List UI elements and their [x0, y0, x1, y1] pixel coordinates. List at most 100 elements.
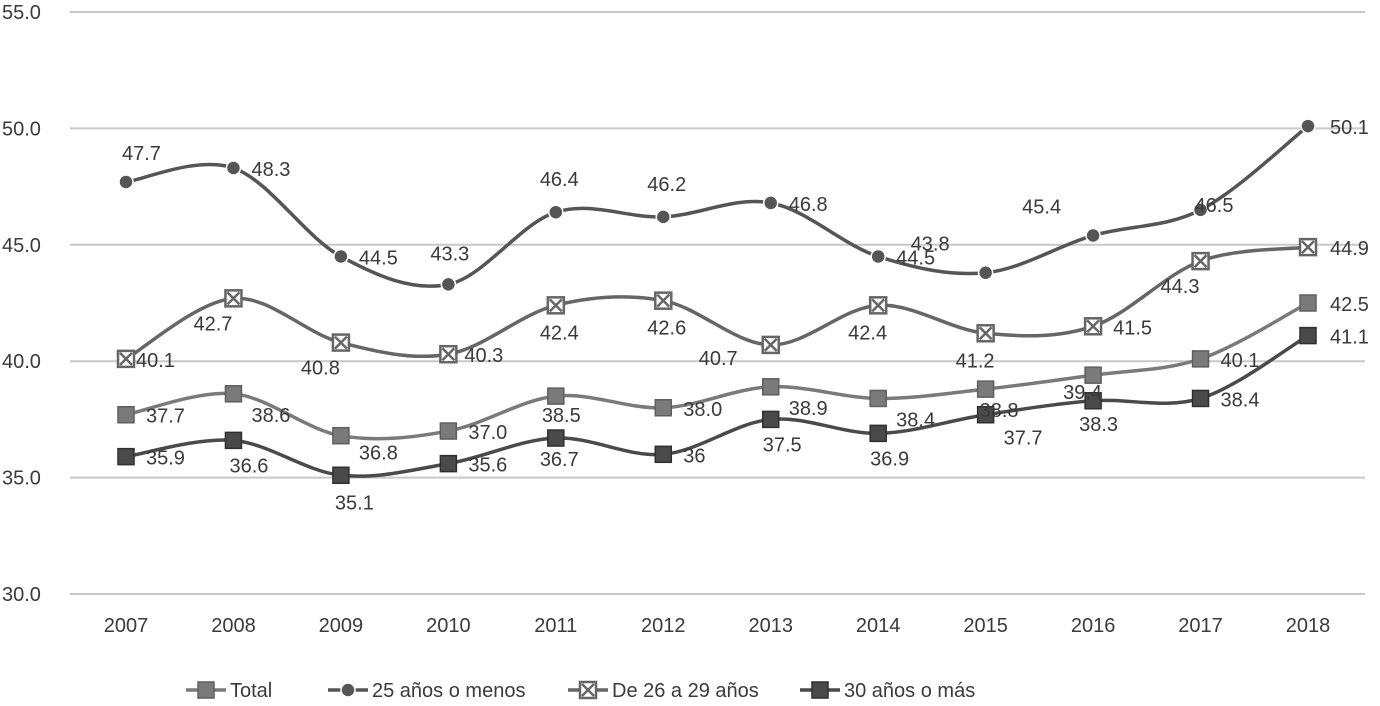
series-2-point-6: [761, 335, 780, 355]
data-label: 38.4: [896, 409, 935, 431]
data-label: 38.0: [683, 399, 722, 421]
data-label: 46.8: [789, 194, 828, 216]
series-1-point-5: [655, 209, 672, 225]
data-label: 40.3: [464, 345, 503, 367]
legend-marker-2: [578, 680, 598, 700]
data-label: 35.6: [468, 455, 507, 477]
x-tick-label: 2011: [534, 615, 577, 637]
series-3-point-6: [761, 410, 780, 429]
series-3-point-1: [224, 431, 243, 450]
data-label: 36.7: [540, 449, 579, 471]
series-2-point-1: [224, 289, 243, 308]
series-3-point-8: [976, 405, 995, 424]
y-tick-label: 35.0: [2, 468, 41, 490]
legend-item-2: De 26 a 29 años: [568, 680, 759, 702]
data-label: 38.8: [980, 400, 1019, 422]
y-axis: 30.0 35.0 40.0 45.0 50.0 55.0: [2, 2, 41, 606]
data-label: 42.7: [193, 313, 232, 335]
series-2-point-9: [1083, 317, 1103, 336]
series-0-point-4: [547, 387, 565, 405]
data-label: 40.1: [136, 350, 175, 372]
series-3-point-10: [1191, 389, 1210, 408]
series-1-point-2: [333, 248, 349, 265]
data-label: 35.9: [146, 448, 185, 470]
series-0-point-2: [332, 426, 350, 445]
data-label: 41.5: [1113, 317, 1152, 339]
data-label: 46.5: [1195, 195, 1234, 217]
legend-marker-0: [197, 681, 215, 699]
series-2-point-7: [868, 296, 888, 315]
y-tick-label: 55.0: [2, 2, 41, 24]
legend-item-3: 30 años o más: [800, 680, 975, 702]
data-label: 37.5: [763, 434, 802, 456]
data-label: 38.9: [789, 398, 828, 420]
data-label: 38.4: [1221, 389, 1260, 411]
series-1-point-8: [977, 264, 994, 281]
legend: Total 25 años o menos De 26 a 29 años 30 añ…: [186, 680, 975, 702]
x-tick-label: 2018: [1286, 615, 1331, 637]
series-0-point-7: [869, 389, 887, 408]
data-label: 38.5: [542, 405, 581, 427]
data-label: 38.6: [251, 405, 290, 427]
data-label: 46.4: [540, 169, 579, 191]
series-3-point-2: [332, 466, 350, 485]
data-label: 47.7: [122, 143, 161, 165]
series-line-2: [125, 245, 1309, 361]
y-tick-label: 50.0: [2, 118, 41, 140]
data-label: 36.9: [870, 448, 909, 470]
series-0-point-0: [117, 405, 135, 424]
data-label: 48.3: [251, 159, 290, 181]
x-axis: 2007 2008 2009 2010 2011 2012 2013 2014 2015 2016…: [104, 615, 1331, 637]
data-label: 40.1: [1221, 350, 1260, 372]
series-1-point-7: [870, 248, 886, 265]
series-0-point-5: [654, 399, 673, 417]
series-2-point-4: [546, 296, 566, 315]
x-tick-label: 2007: [104, 615, 149, 637]
data-labels: 37.7 38.6 36.8 37.0 38.5 38.0 38.9 38.4 38.8 39.4…: [122, 117, 1369, 514]
x-tick-label: 2009: [319, 615, 364, 637]
data-label: 50.1: [1330, 117, 1369, 139]
data-label: 44.5: [896, 247, 935, 269]
series-2-point-0: [116, 349, 136, 369]
legend-marker-3: [811, 681, 829, 699]
legend-label: 25 años o menos: [372, 680, 525, 702]
x-tick-label: 2017: [1178, 615, 1223, 637]
legend-label: Total: [230, 680, 272, 702]
data-label: 41.2: [956, 350, 995, 372]
series-2-point-5: [654, 291, 673, 310]
x-tick-label: 2010: [426, 615, 471, 637]
series-3-point-5: [654, 445, 673, 464]
series-1-point-4: [548, 204, 564, 220]
data-label: 37.7: [146, 406, 185, 428]
series-1-point-11: [1300, 118, 1316, 134]
series-2-point-2: [331, 333, 351, 352]
series-3-point-4: [547, 429, 565, 447]
x-tick-label: 2015: [963, 615, 1008, 637]
data-label: 42.4: [540, 322, 579, 344]
data-label: 43.8: [911, 234, 950, 256]
legend-item-1: 25 años o menos: [328, 680, 525, 702]
series-1-point-0: [118, 174, 134, 190]
series-1-point-10: [1192, 202, 1209, 218]
legend-item-0: Total: [186, 680, 272, 702]
legend-marker-1: [340, 682, 356, 698]
series-0-point-11: [1299, 294, 1317, 312]
series-2-point-11: [1298, 237, 1318, 257]
data-label: 44.3: [1161, 276, 1200, 298]
series-line-3: [125, 334, 1309, 478]
series-group: [116, 118, 1318, 485]
series-3-point-7: [869, 424, 887, 443]
legend-label: 30 años o más: [844, 680, 975, 702]
series-3-point-9: [1084, 392, 1102, 410]
x-tick-label: 2016: [1071, 615, 1116, 637]
data-label: 38.3: [1079, 414, 1118, 436]
data-label: 42.6: [647, 318, 686, 340]
series-0-point-10: [1191, 350, 1210, 368]
series-2-point-10: [1191, 251, 1210, 271]
y-tick-label: 30.0: [2, 584, 41, 606]
gridlines: [70, 11, 1365, 595]
series-0-point-8: [976, 380, 995, 398]
y-tick-label: 45.0: [2, 235, 41, 257]
x-tick-label: 2012: [641, 615, 686, 637]
